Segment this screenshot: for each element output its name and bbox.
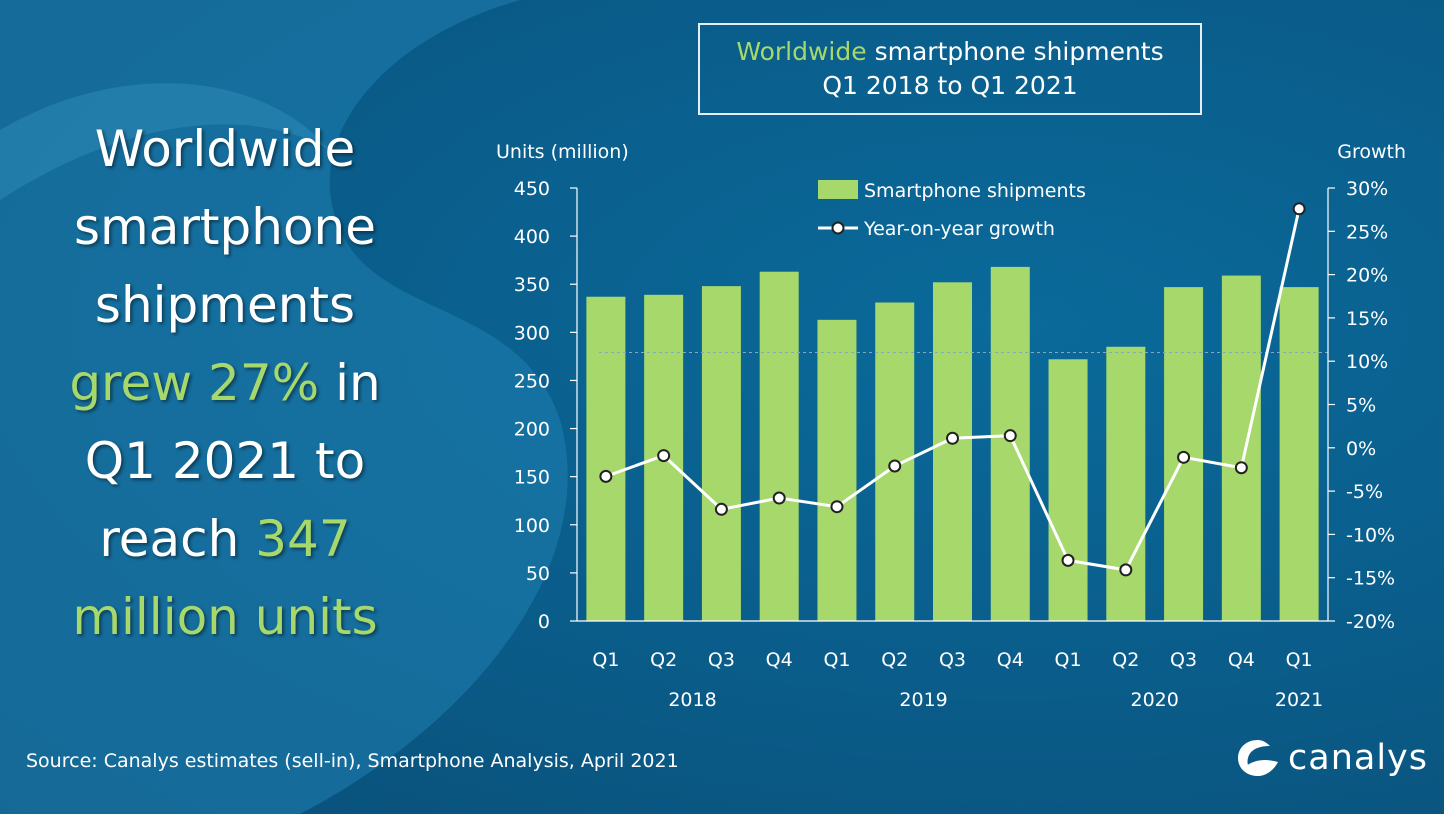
y2-tick-label: -20% (1346, 611, 1395, 633)
bar (1048, 359, 1088, 621)
x-tick-label: Q2 (881, 649, 908, 671)
y-tick-label: 100 (514, 515, 550, 537)
x-tick-label: Q3 (939, 649, 966, 671)
y-tick-label: 300 (514, 322, 550, 344)
chart-title: Worldwide smartphone shipments (700, 35, 1200, 69)
logo-text: canalys (1288, 738, 1428, 778)
y2-tick-label: 10% (1346, 351, 1388, 373)
y-tick-label: 350 (514, 274, 550, 296)
bar (817, 319, 857, 621)
y2-tick-label: -10% (1346, 524, 1395, 546)
growth-point (1061, 553, 1075, 567)
y-axis-title: Units (million) (496, 141, 629, 163)
bar (759, 271, 799, 621)
headline: Worldwide smartphone shipments grew 27% … (40, 110, 410, 656)
bar (933, 282, 972, 621)
growth-point (1292, 202, 1306, 216)
growth-point (657, 449, 671, 463)
x-tick-label: Q4 (1228, 649, 1255, 671)
growth-point (1177, 450, 1191, 464)
y2-tick-label: 25% (1346, 221, 1388, 243)
headline-text: reach (99, 510, 256, 568)
y2-tick-label: 15% (1346, 308, 1388, 330)
chart-title-box: Worldwide smartphone shipments Q1 2018 t… (698, 23, 1202, 115)
growth-point (772, 491, 786, 505)
headline-accent: 347 (255, 510, 351, 568)
headline-line: Worldwide (94, 120, 356, 178)
y2-tick-label: -15% (1346, 568, 1395, 590)
headline-line: shipments (94, 276, 356, 334)
chart-title-text: smartphone shipments (866, 37, 1164, 66)
x-group-label: 2020 (1131, 689, 1179, 711)
headline-text: in (319, 354, 381, 412)
canalys-logo: canalys (1236, 738, 1428, 778)
x-group-label: 2019 (899, 689, 947, 711)
x-tick-label: Q2 (1112, 649, 1139, 671)
y2-tick-label: 5% (1346, 395, 1376, 417)
bar (701, 286, 741, 621)
headline-line: reach 347 (40, 500, 410, 578)
y2-tick-label: 20% (1346, 265, 1388, 287)
x-tick-label: Q1 (1055, 649, 1082, 671)
legend-label: Year-on-year growth (863, 218, 1055, 240)
y2-tick-label: 30% (1346, 178, 1388, 200)
headline-line: smartphone (73, 198, 377, 256)
x-group-label: 2018 (668, 689, 716, 711)
growth-point (599, 469, 613, 483)
x-tick-label: Q1 (1286, 649, 1313, 671)
source-note: Source: Canalys estimates (sell-in), Sma… (26, 750, 679, 772)
headline-line: million units (72, 588, 378, 646)
x-tick-label: Q4 (997, 649, 1024, 671)
x-group-label: 2021 (1275, 689, 1323, 711)
canalys-swirl-icon (1238, 740, 1278, 776)
bar (1106, 346, 1146, 621)
growth-point (1119, 563, 1133, 577)
bar (990, 266, 1030, 621)
y-tick-label: 0 (538, 611, 550, 633)
growth-point (1234, 461, 1248, 475)
legend-swatch-bars (818, 180, 858, 199)
growth-point (946, 431, 959, 445)
headline-line: grew 27% in (40, 344, 410, 422)
x-tick-label: Q3 (708, 649, 735, 671)
x-tick-label: Q3 (1170, 649, 1197, 671)
bar (1279, 287, 1319, 621)
headline-accent: grew 27% (69, 354, 320, 412)
headline-line: Q1 2021 to (84, 432, 366, 490)
x-tick-label: Q2 (650, 649, 677, 671)
y-tick-label: 250 (514, 370, 550, 392)
bar (1221, 275, 1261, 621)
y-tick-label: 50 (526, 563, 550, 585)
y-tick-label: 150 (514, 467, 550, 489)
y-tick-label: 450 (514, 178, 550, 200)
y2-axis-title: Growth (1337, 141, 1406, 163)
x-tick-label: Q1 (823, 649, 850, 671)
y-tick-label: 200 (514, 419, 550, 441)
y2-tick-label: -5% (1346, 481, 1383, 503)
growth-point (888, 459, 902, 473)
chart-title-accent: Worldwide (736, 37, 867, 66)
x-tick-label: Q1 (592, 649, 619, 671)
y-tick-label: 400 (514, 226, 550, 248)
legend-label: Smartphone shipments (864, 180, 1086, 202)
growth-point (1003, 429, 1017, 443)
chart-subtitle: Q1 2018 to Q1 2021 (822, 71, 1078, 100)
bar (586, 296, 626, 621)
y2-tick-label: 0% (1346, 438, 1376, 460)
growth-point (714, 502, 728, 516)
growth-point (830, 500, 844, 514)
legend-swatch-point (831, 221, 845, 235)
x-tick-label: Q4 (766, 649, 793, 671)
